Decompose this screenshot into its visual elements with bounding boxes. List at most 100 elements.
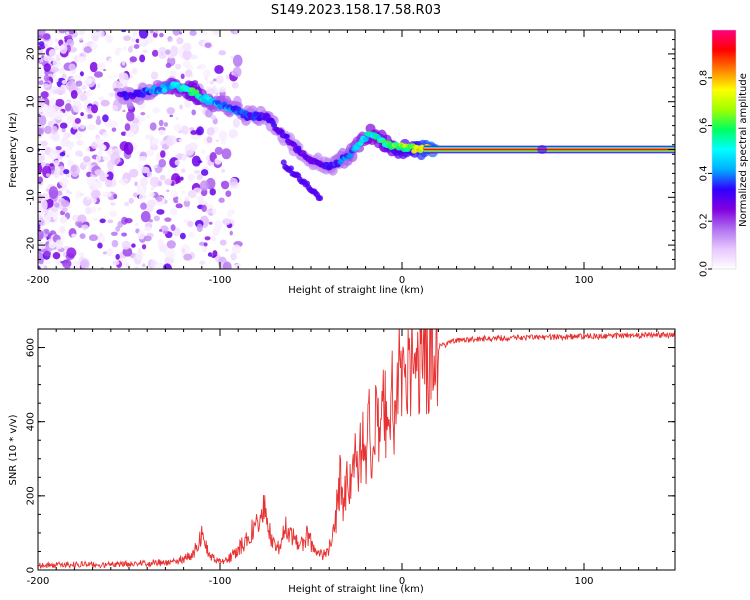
heatmap-speckle [77,214,87,224]
heatmap-speckle [214,146,223,155]
heatmap-speckle [172,30,181,36]
heatmap-speckle [200,169,209,176]
heatmap-speckle [115,253,120,260]
heatmap-speckle [67,159,74,167]
heatmap-speckle [211,208,217,215]
heatmap-speckle [38,244,46,250]
heatmap-speckle [184,99,191,108]
heatmap-speckle [140,210,151,223]
heatmap-speckle [135,38,140,44]
heatmap-speckle [189,30,197,36]
heatmap-speckle [49,163,55,167]
heatmap-speckle [90,197,97,204]
heatmap-speckle [146,171,153,178]
heatmap-speckle [45,163,50,167]
heatmap-speckle [131,243,136,248]
heatmap-speckle [54,77,59,83]
heatmap-speckle [231,244,242,254]
snr-x-tick-label: 100 [574,576,593,587]
heatmap-speckle [97,242,103,249]
heatmap-speckle [66,141,75,148]
heatmap-speckle [121,60,126,66]
heatmap-speckle [79,153,83,157]
steady-band [423,149,675,150]
heatmap-speckle [215,75,224,84]
heatmap-speckle [232,66,242,78]
band-blob [537,145,548,154]
ridge-branch [287,165,294,172]
heatmap-speckle [99,232,103,237]
heatmap-speckle [183,253,193,261]
heatmap-speckle [73,74,83,81]
heatmap-speckle [173,123,183,132]
heatmap-speckle [212,250,218,258]
heatmap-speckle [181,168,186,173]
heatmap-speckle [184,196,190,202]
heatmap-speckle [131,67,138,75]
heatmap-speckle [235,118,240,121]
heatmap-speckle [219,239,227,246]
heatmap-speckle [102,131,109,138]
heatmap-speckle [38,41,46,46]
heatmap-speckle [165,137,174,147]
heatmap-speckle [133,44,140,49]
heatmap-speckle [179,104,183,110]
heatmap-speckle [176,37,184,45]
heatmap-speckle [97,62,106,71]
heatmap-speckle [124,217,133,224]
heatmap-speckle [154,30,159,34]
heatmap-speckle [164,178,173,186]
heatmap-speckle [184,69,193,78]
heatmap-speckle [81,224,89,230]
heatmap-speckle [173,196,179,204]
heatmap-speckle [50,125,58,135]
heatmap-speckle [123,142,134,155]
heatmap-speckle [65,80,76,91]
heatmap-speckle [153,215,160,222]
heatmap-speckle [138,185,143,192]
snr-x-tick-label: 0 [399,576,405,587]
heatmap-speckle [65,173,71,178]
snr-series-line [38,329,675,570]
heatmap-speckle [173,168,178,172]
colorbar-ticks: 0.0 0.2 0.4 0.6 0.8 [699,70,712,277]
heatmap-speckle [102,68,107,72]
heatmap-speckle [162,263,172,269]
heatmap-speckle [198,241,206,246]
heatmap-speckle [195,195,202,200]
heatmap-speckle [199,180,209,192]
heatmap-speckle [61,207,68,213]
heatmap-speckle [139,117,146,122]
heatmap-speckle [43,214,51,224]
heatmap-speckle [207,252,213,257]
colorbar-tick-label: 0.2 [699,213,710,229]
ridge-branch [280,159,287,166]
heatmap-speckle [71,233,77,238]
heatmap-speckle [122,46,127,51]
heatmap-speckle [202,69,211,78]
heatmap-speckle [70,164,80,177]
heatmap-speckle [108,92,116,97]
heatmap-speckle [90,43,99,50]
heatmap-speckle [90,30,96,34]
heatmap-speckle [78,252,85,257]
heatmap-speckle [128,46,133,53]
heatmap-speckle [210,115,217,120]
heatmap-speckle [138,38,146,44]
heatmap-speckle [169,114,174,118]
heatmap-speckle [212,30,220,36]
heatmap-speckle [110,151,121,166]
heatmap-speckle [158,158,167,168]
heatmap-speckle [124,123,131,131]
heatmap-speckle [218,197,225,203]
heatmap-speckle [125,130,135,138]
heatmap-speckle [80,125,85,130]
heatmap-speckle [111,239,119,248]
heatmap-speckle [135,250,144,261]
heatmap-speckle [225,248,229,252]
heatmap-speckle [197,63,207,70]
heatmap-speckle [60,261,64,264]
heatmap-speckle [38,224,41,231]
heatmap-speckle [158,119,164,127]
